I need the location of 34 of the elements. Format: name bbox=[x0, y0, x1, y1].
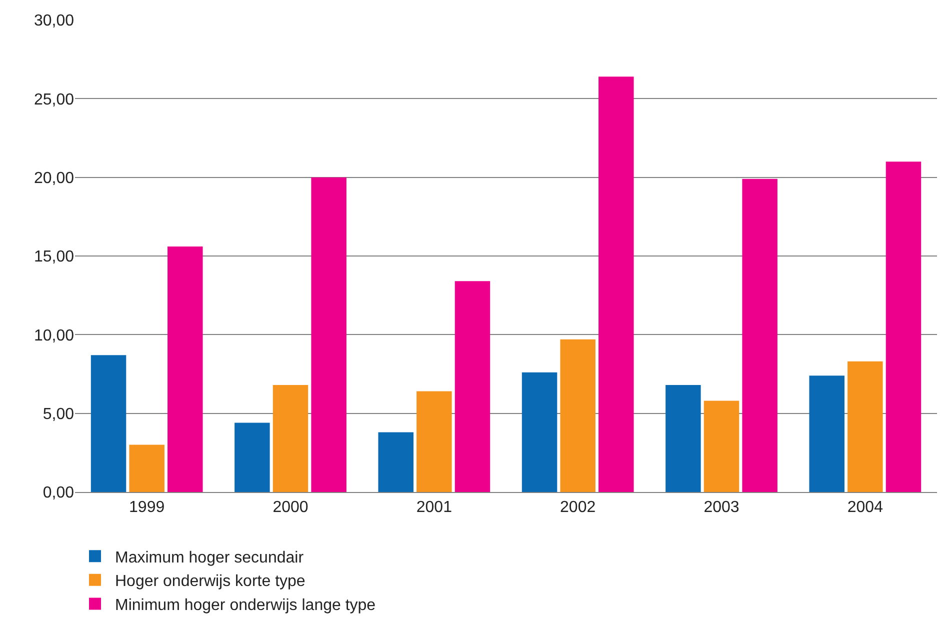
bar bbox=[598, 76, 634, 492]
bar bbox=[886, 162, 922, 492]
x-tick-label: 2002 bbox=[560, 499, 596, 516]
y-tick-label: 5,00 bbox=[42, 406, 74, 423]
x-tick-label: 2000 bbox=[272, 499, 308, 516]
bar bbox=[560, 339, 596, 492]
bar bbox=[704, 400, 740, 492]
legend-label: Hoger onderwijs korte type bbox=[115, 573, 306, 590]
x-tick-label: 2004 bbox=[847, 499, 884, 516]
bar bbox=[129, 444, 164, 492]
bar bbox=[848, 361, 883, 492]
bar bbox=[454, 281, 490, 492]
bar bbox=[378, 432, 414, 492]
y-tick-label: 15,00 bbox=[34, 248, 74, 266]
bar bbox=[522, 372, 558, 492]
y-tick-label: 0,00 bbox=[42, 484, 74, 502]
bar bbox=[272, 385, 308, 492]
bar bbox=[742, 178, 778, 492]
y-tick-label: 25,00 bbox=[34, 91, 74, 108]
y-tick-label: 10,00 bbox=[34, 327, 74, 344]
y-tick-label: 20,00 bbox=[34, 170, 74, 187]
bar bbox=[311, 177, 346, 492]
legend-label: Minimum hoger onderwijs lange type bbox=[115, 596, 376, 614]
x-tick-label: 1999 bbox=[129, 499, 165, 516]
y-tick-label: 30,00 bbox=[34, 12, 74, 30]
x-tick-label: 2001 bbox=[416, 499, 452, 516]
bar bbox=[809, 376, 844, 492]
bar bbox=[168, 246, 203, 492]
bar bbox=[234, 422, 270, 492]
bar bbox=[90, 355, 126, 492]
bar bbox=[416, 391, 452, 492]
legend-label: Maximum hoger secundair bbox=[115, 549, 304, 566]
x-tick-label: 2003 bbox=[704, 499, 740, 516]
bar bbox=[666, 385, 701, 492]
